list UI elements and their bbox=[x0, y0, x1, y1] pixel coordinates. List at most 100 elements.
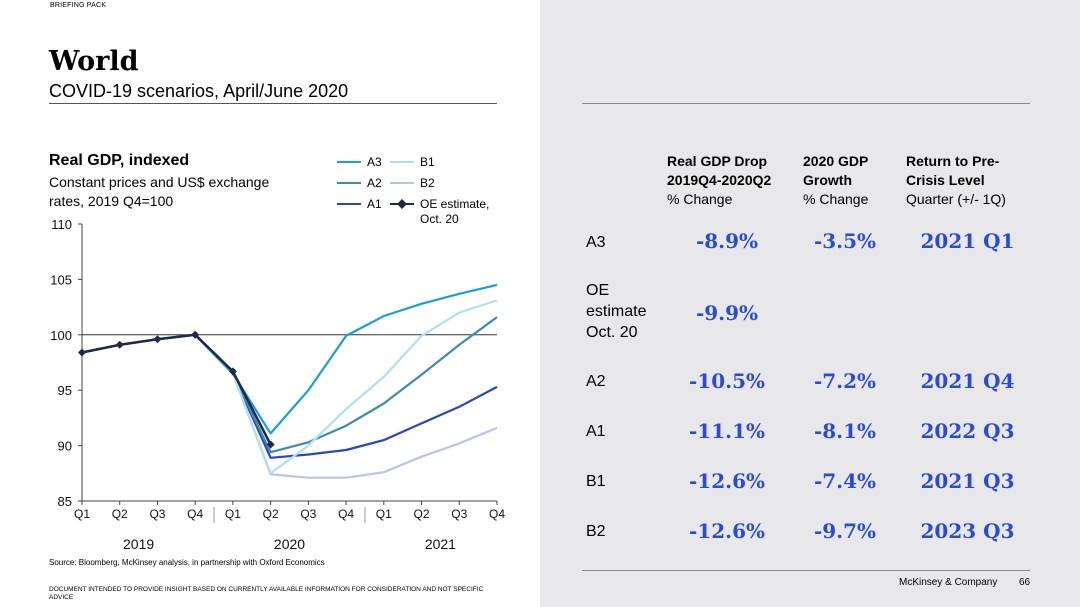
x-tick-label: Q2 bbox=[263, 507, 279, 521]
legend-label: OE estimate, bbox=[420, 197, 490, 211]
series-line-a2 bbox=[81, 316, 498, 454]
series-line-a1 bbox=[81, 333, 498, 459]
legend-b2: B2 bbox=[390, 176, 435, 190]
x-tick-label: Q3 bbox=[451, 507, 467, 521]
legend-swatch bbox=[390, 199, 414, 209]
legend-label: Oct. 20 bbox=[420, 212, 459, 226]
y-tick-label: 95 bbox=[58, 383, 72, 398]
series-line-a3 bbox=[81, 283, 498, 435]
return-value: 2021 Q3 bbox=[920, 469, 1015, 493]
year-label: 2021 bbox=[425, 536, 456, 552]
row-label-line: Oct. 20 bbox=[586, 324, 638, 341]
x-tick-label: Q2 bbox=[112, 507, 128, 521]
col-header-drop: Real GDP Drop 2019Q4-2020Q2 % Change bbox=[667, 152, 771, 209]
chart-subtitle-line: Constant prices and US$ exchange bbox=[49, 174, 270, 190]
return-value: 2021 Q1 bbox=[920, 229, 1015, 253]
col-header-return: Return to Pre- Crisis Level Quarter (+/-… bbox=[906, 152, 1006, 209]
x-tick-label: Q4 bbox=[187, 507, 203, 521]
legend-swatch bbox=[337, 182, 361, 184]
x-tick-label: Q4 bbox=[489, 507, 505, 521]
drop-value: -11.1% bbox=[688, 419, 765, 443]
page-subtitle: COVID-19 scenarios, April/June 2020 bbox=[49, 81, 349, 101]
source-note: Source: Bloomberg, McKinsey analysis, in… bbox=[49, 558, 325, 567]
x-tick-label: Q1 bbox=[74, 507, 90, 521]
row-label: B2 bbox=[586, 523, 606, 540]
oe-diamond-marker bbox=[191, 330, 200, 339]
x-tick-label: Q1 bbox=[225, 507, 241, 521]
legend-b1: B1 bbox=[390, 155, 435, 169]
page-number: 66 bbox=[1019, 577, 1031, 588]
legend-a3: A3 bbox=[337, 155, 382, 169]
chart-subtitle: Constant prices and US$ exchange rates, … bbox=[49, 173, 269, 211]
oe-diamond-marker bbox=[228, 367, 237, 376]
legend-swatch bbox=[390, 161, 414, 163]
y-tick-label: 100 bbox=[50, 328, 72, 343]
header-line: 2019Q4-2020Q2 bbox=[667, 172, 772, 188]
row-label: A2 bbox=[586, 373, 606, 390]
growth-value: -7.2% bbox=[813, 369, 877, 393]
legend-label: A1 bbox=[367, 197, 382, 211]
return-value: 2023 Q3 bbox=[920, 519, 1015, 543]
drop-value: -8.9% bbox=[695, 229, 759, 253]
legend-label: A3 bbox=[367, 155, 382, 169]
y-tick-label: 90 bbox=[58, 439, 72, 454]
drop-value: -12.6% bbox=[688, 519, 765, 543]
header-line: Quarter (+/- 1Q) bbox=[906, 191, 1006, 207]
y-tick-label: 105 bbox=[50, 272, 72, 287]
header-line: Crisis Level bbox=[906, 172, 985, 188]
header-line: Growth bbox=[803, 172, 852, 188]
page-title: World bbox=[49, 46, 139, 77]
x-tick-label: Q4 bbox=[338, 507, 354, 521]
legend-swatch bbox=[337, 161, 361, 163]
oe-diamond-marker bbox=[115, 340, 124, 349]
growth-value: -7.4% bbox=[813, 469, 877, 493]
disclaimer: DOCUMENT INTENDED TO PROVIDE INSIGHT BAS… bbox=[49, 586, 484, 601]
header-line: % Change bbox=[667, 191, 733, 207]
return-value: 2021 Q4 bbox=[920, 369, 1015, 393]
chart-title: Real GDP, indexed bbox=[49, 152, 190, 169]
y-tick-label: 85 bbox=[58, 494, 72, 509]
x-tick-label: Q1 bbox=[376, 507, 392, 521]
divider bbox=[49, 103, 497, 104]
header-line: Real GDP Drop bbox=[667, 153, 768, 169]
row-label-line: estimate bbox=[586, 303, 647, 320]
company-name: McKinsey & Company bbox=[899, 577, 998, 588]
drop-value: -10.5% bbox=[688, 369, 765, 393]
gdp-line-chart: 85 90 95 100 105 110 Q1 Q2 Q3 Q4 Q1 Q2 Q3 Q4 Q1 Q2 Q3 Q4 2… bbox=[50, 217, 505, 552]
year-label: 2020 bbox=[274, 536, 305, 552]
legend-label: B2 bbox=[420, 176, 435, 190]
growth-value: -3.5% bbox=[813, 229, 877, 253]
briefing-label: BRIEFING PACK bbox=[50, 2, 107, 9]
legend-a2: A2 bbox=[337, 176, 382, 190]
oe-diamond-marker bbox=[78, 348, 86, 357]
row-label-line: OE bbox=[586, 282, 610, 299]
legend-swatch bbox=[337, 203, 361, 205]
legend-label: B1 bbox=[420, 155, 435, 169]
legend-swatch bbox=[390, 182, 414, 184]
row-label-oe: OE estimate Oct. 20 bbox=[586, 280, 646, 343]
header-line: % Change bbox=[803, 191, 869, 207]
x-tick-label: Q2 bbox=[414, 507, 430, 521]
y-tick-label: 110 bbox=[51, 217, 72, 232]
row-label: A3 bbox=[586, 234, 606, 251]
oe-diamond-marker bbox=[153, 335, 162, 344]
header-line: Return to Pre- bbox=[906, 153, 1000, 169]
drop-value: -9.9% bbox=[695, 301, 759, 325]
growth-value: -9.7% bbox=[813, 519, 877, 543]
divider bbox=[582, 570, 1030, 571]
col-header-growth: 2020 GDP Growth % Change bbox=[803, 152, 868, 209]
row-label: B1 bbox=[586, 473, 606, 490]
legend-a1: A1 bbox=[337, 197, 382, 211]
growth-value: -8.1% bbox=[813, 419, 877, 443]
divider bbox=[582, 103, 1030, 104]
series-line-oe-estimate-oct-20 bbox=[81, 333, 272, 446]
chart-subtitle-line: rates, 2019 Q4=100 bbox=[49, 193, 174, 209]
header-line: 2020 GDP bbox=[803, 153, 869, 169]
return-value: 2022 Q3 bbox=[920, 419, 1015, 443]
x-tick-label: Q3 bbox=[300, 507, 316, 521]
x-tick-label: Q3 bbox=[149, 507, 165, 521]
year-label: 2019 bbox=[123, 536, 154, 552]
oe-diamond-marker bbox=[266, 440, 275, 449]
row-label: A1 bbox=[586, 423, 606, 440]
right-panel bbox=[540, 0, 1080, 607]
